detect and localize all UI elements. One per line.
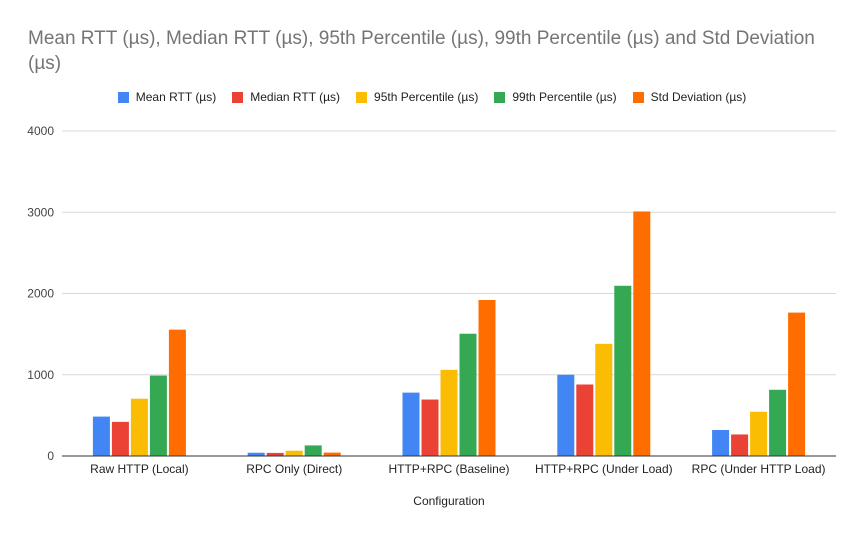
y-tick-label-0: 0 (47, 449, 54, 463)
legend-swatch-0 (117, 91, 129, 103)
bar-1-0 (247, 452, 265, 456)
y-tick-label-1: 1000 (27, 368, 54, 382)
x-tick-label-2: HTTP+RPC (Baseline) (388, 462, 509, 476)
bar-1-2 (285, 450, 303, 456)
bar-4-1 (731, 434, 749, 456)
y-tick-label-4: 4000 (27, 124, 54, 138)
legend-swatch-2 (356, 91, 368, 103)
bar-3-3 (614, 285, 632, 456)
bar-0-1 (111, 421, 129, 456)
bar-4-3 (769, 389, 787, 456)
x-tick-label-1: RPC Only (Direct) (246, 462, 342, 476)
legend-item-0: Mean RTT (µs) (117, 90, 217, 104)
bar-3-1 (576, 384, 594, 456)
legend-swatch-4 (632, 91, 644, 103)
bar-0-4 (168, 329, 186, 456)
bar-0-2 (130, 398, 148, 456)
legend-label-2: 95th Percentile (µs) (374, 90, 479, 104)
bar-3-0 (557, 374, 575, 456)
legend-swatch-3 (494, 91, 506, 103)
legend-label-3: 99th Percentile (µs) (512, 90, 617, 104)
bar-3-4 (633, 211, 651, 456)
bar-0-3 (149, 375, 167, 456)
legend-item-1: Median RTT (µs) (232, 90, 340, 104)
bar-3-2 (595, 343, 613, 456)
legend-label-1: Median RTT (µs) (250, 90, 341, 104)
bar-2-2 (440, 369, 458, 456)
bar-2-0 (402, 392, 420, 456)
legend-item-3: 99th Percentile (µs) (494, 90, 617, 104)
x-tick-label-4: RPC (Under HTTP Load) (692, 462, 826, 476)
legend: Mean RTT (µs) Median RTT (µs) 95th Percent… (0, 90, 864, 104)
x-tick-label-0: Raw HTTP (Local) (90, 462, 188, 476)
bar-4-4 (788, 312, 806, 456)
legend-label-4: Std Deviation (µs) (650, 90, 747, 104)
legend-swatch-1 (232, 91, 244, 103)
bar-2-1 (421, 399, 439, 456)
y-tick-label-2: 2000 (27, 287, 54, 301)
bar-4-0 (712, 430, 730, 456)
legend-item-2: 95th Percentile (µs) (356, 90, 478, 104)
x-axis-title: Configuration (413, 494, 484, 508)
bar-1-1 (266, 452, 284, 456)
bar-1-4 (323, 452, 341, 456)
bar-2-3 (459, 333, 477, 456)
bar-2-4 (478, 300, 496, 456)
bar-1-3 (304, 445, 322, 456)
legend-label-0: Mean RTT (µs) (135, 90, 217, 104)
chart-title: Mean RTT (µs), Median RTT (µs), 95th Per… (28, 28, 815, 74)
y-tick-label-3: 3000 (27, 205, 54, 219)
legend-item-4: Std Deviation (µs) (632, 90, 747, 104)
x-tick-label-3: HTTP+RPC (Under Load) (535, 462, 673, 476)
bar-4-2 (750, 411, 768, 456)
bar-0-0 (92, 416, 110, 456)
